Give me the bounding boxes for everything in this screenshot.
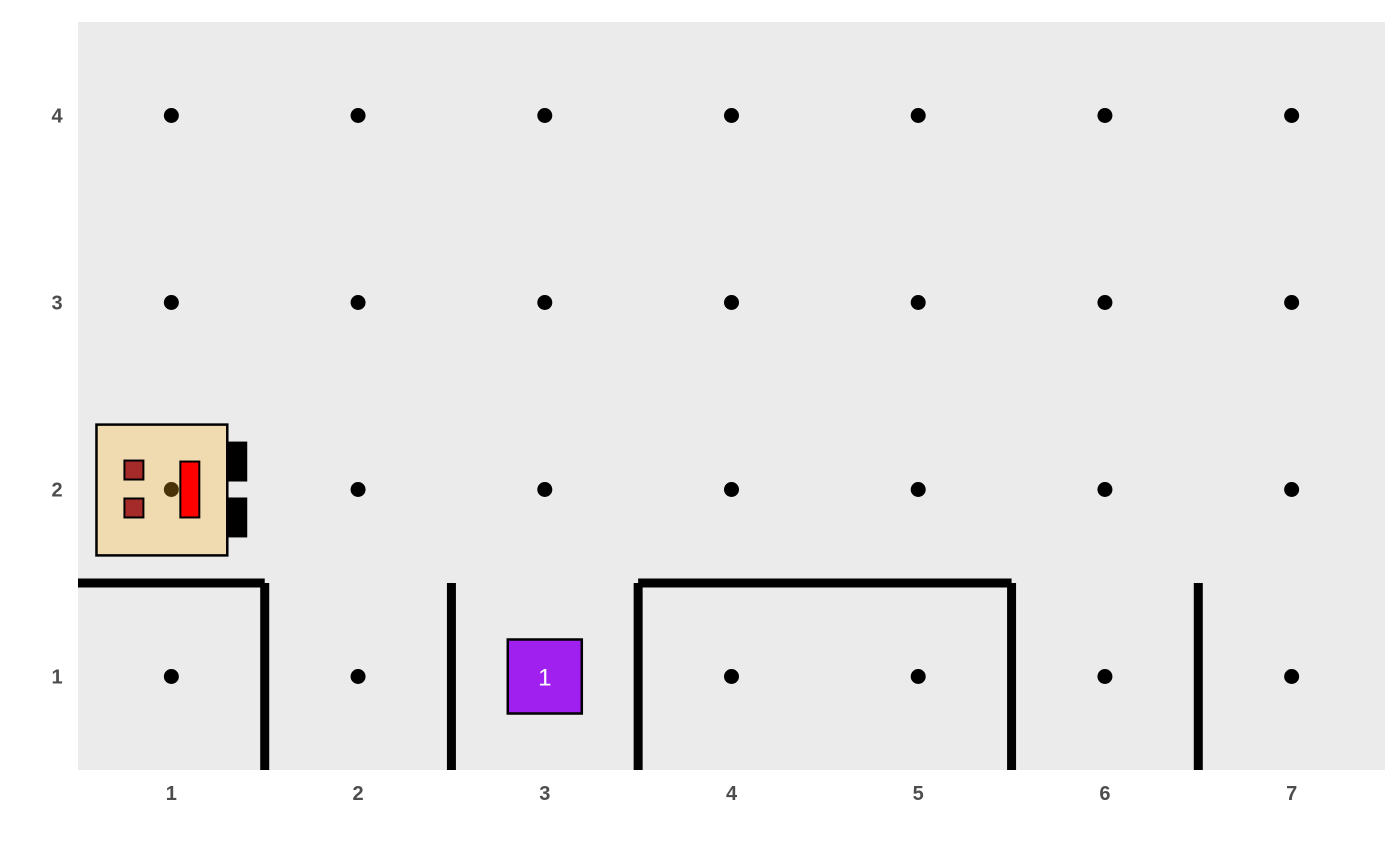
corner-dot xyxy=(163,108,179,123)
y-tick-label: 3 xyxy=(51,293,62,315)
robot-wheel-top xyxy=(227,441,248,482)
corner-dot xyxy=(724,108,739,123)
corner-dot xyxy=(350,108,366,123)
y-tick-label: 2 xyxy=(51,480,62,502)
x-tick-label: 6 xyxy=(1099,783,1110,805)
x-axis-ticks: 1 2 3 4 5 6 7 xyxy=(166,783,1297,805)
x-tick-label: 3 xyxy=(539,783,550,805)
beeper-square xyxy=(506,638,584,715)
corner-dot xyxy=(1097,482,1113,497)
robot-body xyxy=(95,423,229,557)
robot-body-group xyxy=(95,423,248,557)
y-tick-label: 1 xyxy=(51,667,62,689)
corner-dot xyxy=(1097,295,1113,310)
x-tick-label: 5 xyxy=(913,783,924,805)
corner-dot xyxy=(1097,108,1113,123)
corner-dot xyxy=(1097,669,1113,684)
robot-mouth xyxy=(179,460,201,519)
corner-dot xyxy=(910,669,926,684)
x-tick-label: 2 xyxy=(353,783,364,805)
corner-dot xyxy=(910,108,926,123)
corner-dot xyxy=(350,295,366,310)
robot-eye-top xyxy=(123,459,145,481)
robot-wheel-bottom xyxy=(227,497,248,538)
corner-dot xyxy=(537,482,553,497)
corner-dot xyxy=(1284,669,1300,684)
x-tick-label: 7 xyxy=(1286,783,1297,805)
corner-dot xyxy=(537,108,553,123)
robot-corner-dot xyxy=(163,482,179,497)
corner-dot xyxy=(163,669,179,684)
corner-dot xyxy=(350,482,366,497)
corner-dot xyxy=(910,295,926,310)
x-tick-label: 1 xyxy=(166,783,177,805)
corner-dot xyxy=(724,669,739,684)
robot-eye-bottom xyxy=(123,497,145,519)
corner-dot xyxy=(1284,108,1300,123)
corner-dots xyxy=(163,108,1300,684)
grid-background xyxy=(78,22,1385,770)
robot xyxy=(95,423,248,557)
x-tick-label: 4 xyxy=(726,783,738,805)
corner-dot xyxy=(537,295,553,310)
beeper-count: 1 xyxy=(538,665,551,692)
y-axis-ticks: 1 2 3 4 xyxy=(51,106,63,689)
corner-dot xyxy=(350,669,366,684)
corner-dot xyxy=(724,295,739,310)
beeper: 1 xyxy=(506,638,584,715)
y-tick-label: 4 xyxy=(51,106,63,128)
beepers: 1 xyxy=(506,638,584,715)
corner-dot xyxy=(910,482,926,497)
corner-dot xyxy=(724,482,739,497)
corner-dot xyxy=(163,295,179,310)
corner-dot xyxy=(1284,295,1300,310)
walls xyxy=(78,578,1203,770)
corner-dot xyxy=(1284,482,1300,497)
